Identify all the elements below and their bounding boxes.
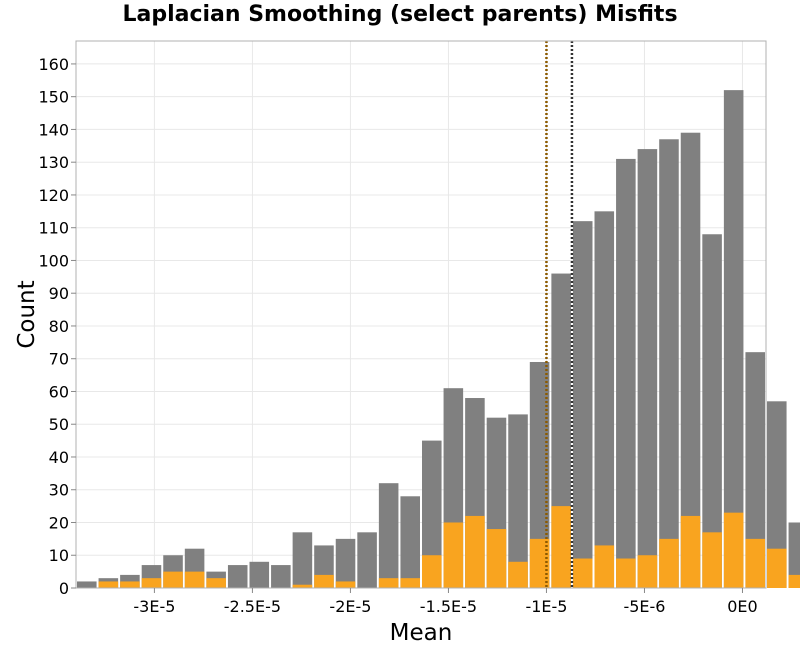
x-axis-title: Mean <box>390 620 453 646</box>
y-tick-label: 120 <box>38 186 69 205</box>
bar-subset <box>702 532 722 588</box>
bar-subset <box>508 561 528 588</box>
y-tick-label: 130 <box>38 153 69 172</box>
bar-total <box>422 440 442 588</box>
bar-subset <box>572 558 593 588</box>
bar-total <box>723 90 744 588</box>
x-tick-label: -5E-6 <box>623 597 665 616</box>
reference-lines <box>545 41 574 588</box>
bar-total <box>702 234 722 588</box>
bar-subset <box>616 558 636 588</box>
y-tick-label: 20 <box>49 513 69 532</box>
bar-subset <box>529 538 550 588</box>
y-tick-label: 0 <box>59 579 69 598</box>
y-tick-label: 160 <box>38 55 69 74</box>
bar-subset <box>745 538 765 588</box>
bar-subset <box>594 545 615 588</box>
bar-total <box>271 565 291 588</box>
bar-total <box>767 401 787 588</box>
x-tick-label: -2E-5 <box>329 597 371 616</box>
bar-subset <box>335 581 356 588</box>
y-tick-label: 80 <box>49 317 69 336</box>
bar-total <box>335 538 356 588</box>
bar-subset <box>443 522 464 588</box>
y-tick-label: 40 <box>49 448 69 467</box>
bar-subset <box>163 571 183 588</box>
bar-subset <box>723 512 744 588</box>
plot-frame <box>75 40 767 589</box>
bar-subset <box>378 578 399 588</box>
bar-subset <box>767 548 787 588</box>
bar-subset <box>98 581 119 588</box>
y-tick-label: 140 <box>38 120 69 139</box>
bars <box>77 90 800 588</box>
bar-total <box>529 361 550 588</box>
x-tick-label: -1.5E-5 <box>420 597 477 616</box>
x-tick-label: 0E0 <box>727 597 757 616</box>
bar-total <box>788 522 800 588</box>
y-tick-label: 50 <box>49 415 69 434</box>
bar-total <box>227 565 248 588</box>
bar-subset <box>314 574 334 588</box>
bar-total <box>292 532 313 588</box>
y-tick-label: 60 <box>49 382 69 401</box>
bar-total <box>249 561 270 588</box>
bar-subset <box>465 515 485 588</box>
bar-subset <box>551 506 571 588</box>
bar-total <box>637 149 658 588</box>
bar-total <box>572 221 593 588</box>
bar-total <box>400 496 420 588</box>
bar-total <box>659 139 679 588</box>
bar-subset <box>206 578 226 588</box>
bar-subset <box>659 538 679 588</box>
chart-title: Laplacian Smoothing (select parents) Mis… <box>122 2 678 27</box>
x-tick-label: -3E-5 <box>133 597 175 616</box>
bar-total <box>508 414 528 588</box>
bar-total <box>616 158 636 588</box>
x-axis-ticks: -3E-5 -2.5E-5 -2E-5 -1.5E-5 -1E-5 -5E-6 0E0 <box>133 588 758 616</box>
bar-total <box>77 581 97 588</box>
bar-subset <box>120 581 140 588</box>
bar-subset <box>788 574 800 588</box>
x-tick-label: -1E-5 <box>525 597 567 616</box>
bar-subset <box>422 555 442 588</box>
bar-total <box>745 352 765 588</box>
y-axis-title: Count <box>14 280 40 348</box>
bar-subset <box>292 584 313 588</box>
bar-subset <box>184 571 205 588</box>
y-tick-label: 10 <box>49 546 69 565</box>
bar-subset <box>486 529 507 588</box>
y-tick-label: 30 <box>49 481 69 500</box>
x-tick-label: -2.5E-5 <box>224 597 281 616</box>
y-axis-ticks: 0 10 20 30 40 50 60 70 80 90 100 110 120 130 140 150 160 <box>38 55 76 598</box>
bar-subset <box>680 515 701 588</box>
y-tick-label: 70 <box>49 350 69 369</box>
bar-subset <box>637 555 658 588</box>
bar-subset <box>141 578 162 588</box>
bar-total <box>357 532 377 588</box>
bar-total <box>378 483 399 588</box>
bar-total <box>594 211 615 588</box>
y-tick-label: 110 <box>38 219 69 238</box>
y-tick-label: 150 <box>38 88 69 107</box>
y-tick-label: 90 <box>49 284 69 303</box>
bar-subset <box>400 578 420 588</box>
bar-total <box>680 132 701 588</box>
y-tick-label: 100 <box>38 251 69 270</box>
